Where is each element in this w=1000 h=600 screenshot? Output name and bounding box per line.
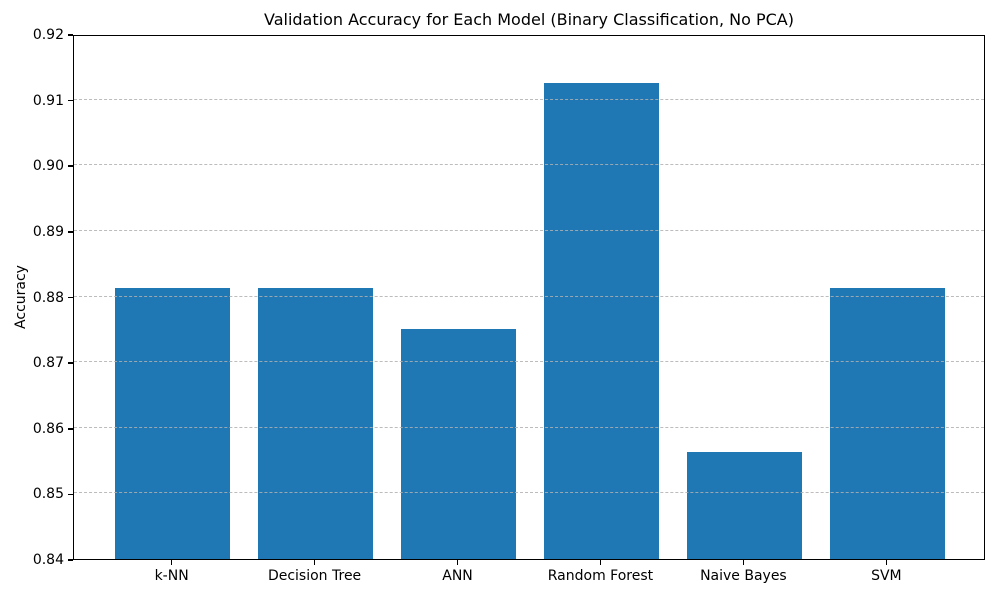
y-tick-label: 0.91 xyxy=(32,92,64,109)
bar-k-nn xyxy=(115,288,230,559)
gridline-y-0.91 xyxy=(74,98,984,100)
y-tick-label: 0.86 xyxy=(32,420,64,437)
y-tick-mark xyxy=(68,231,73,233)
y-tick-label: 0.84 xyxy=(32,552,64,568)
plot-area xyxy=(73,35,985,560)
y-tick-label: 0.85 xyxy=(32,486,64,503)
x-tick-mark xyxy=(742,560,745,565)
x-tick-label-naive-bayes: Naive Bayes xyxy=(700,568,787,584)
x-tick-mark xyxy=(885,560,888,565)
x-tick-label-decision-tree: Decision Tree xyxy=(267,568,362,584)
gridline-y-0.85 xyxy=(74,492,984,494)
y-tick-mark xyxy=(68,34,73,36)
y-tick-label: 0.87 xyxy=(32,355,64,372)
x-tick-label-random-forest: Random Forest xyxy=(547,568,654,584)
gridline-y-0.88 xyxy=(74,295,984,297)
gridline-y-0.87 xyxy=(74,361,984,363)
chart-title: Validation Accuracy for Each Model (Bina… xyxy=(263,10,794,29)
bar-decision-tree xyxy=(258,288,373,559)
x-tick-label-svm: SVM xyxy=(871,568,902,584)
bar-naive-bayes xyxy=(687,452,802,559)
gridline-y-0.89 xyxy=(74,229,984,231)
x-tick-label-k-nn: k-NN xyxy=(154,568,189,584)
y-tick-mark xyxy=(68,362,73,364)
x-tick-mark xyxy=(599,560,602,565)
x-tick-mark xyxy=(313,560,316,565)
bar-random-forest xyxy=(544,83,659,559)
bar-ann xyxy=(401,329,516,559)
y-tick-mark xyxy=(68,493,73,496)
y-tick-mark xyxy=(68,427,73,430)
bar-svm xyxy=(830,288,945,559)
y-tick-label: 0.92 xyxy=(32,27,64,43)
y-tick-mark xyxy=(68,99,73,102)
x-tick-label-ann: ANN xyxy=(442,568,473,584)
x-tick-mark xyxy=(170,560,173,565)
gridline-y-0.86 xyxy=(74,426,984,428)
x-tick-mark xyxy=(456,560,459,565)
gridline-y-0.9 xyxy=(74,164,984,166)
y-tick-label: 0.90 xyxy=(32,158,64,175)
y-tick-mark xyxy=(68,296,73,299)
y-tick-label: 0.89 xyxy=(32,223,64,240)
y-tick-label: 0.88 xyxy=(32,289,64,306)
y-tick-mark xyxy=(68,559,73,561)
y-tick-mark xyxy=(68,165,73,168)
